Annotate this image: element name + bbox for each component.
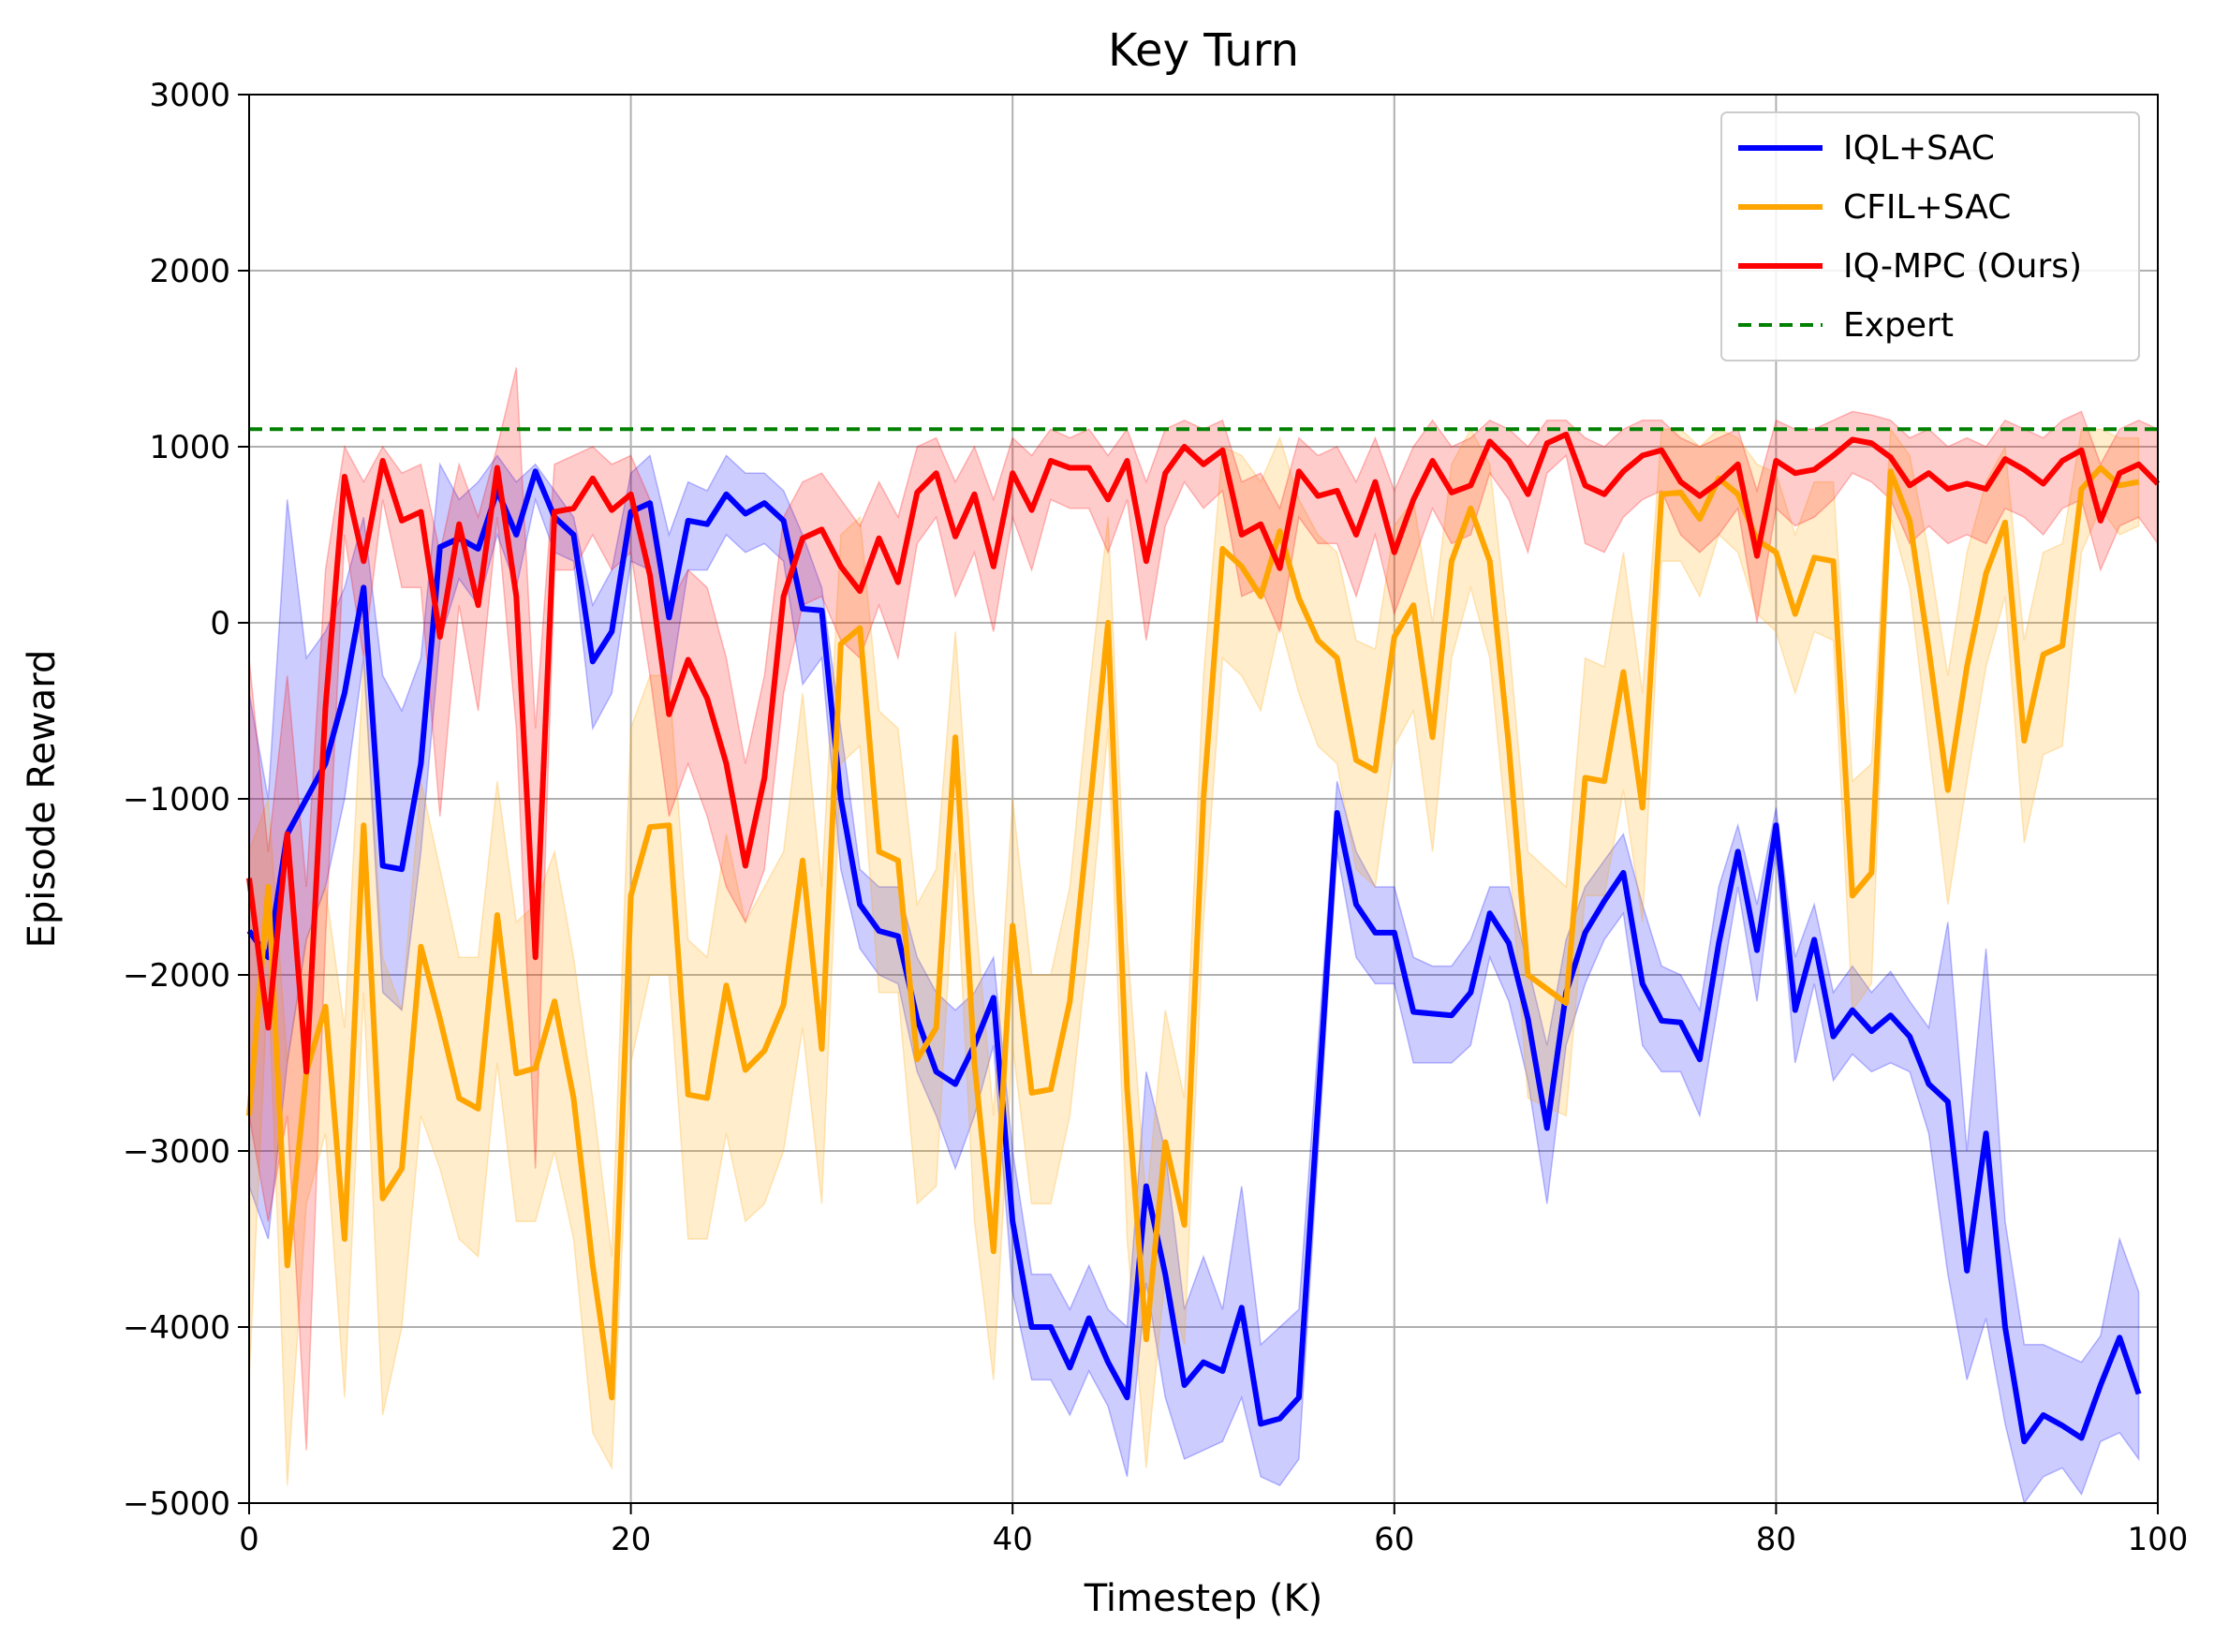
x-tick-label: 100	[2128, 1521, 2189, 1558]
cfil-sac-line	[246, 465, 2140, 1401]
iq-mpc-ours-line	[246, 431, 2161, 1075]
x-tick-label: 40	[993, 1521, 1033, 1558]
y-tick-label: −2000	[123, 957, 230, 995]
chart-title: Key Turn	[1108, 24, 1299, 77]
y-tick-label: 2000	[149, 253, 230, 290]
iql-sac-line	[246, 468, 2142, 1445]
legend-items: IQL+SAC CFIL+SAC IQ-MPC (Ours) Expert	[1738, 129, 2082, 345]
legend-label: IQ-MPC (Ours)	[1843, 247, 2082, 286]
x-axis-label: Timestep (K)	[1084, 1577, 1323, 1620]
x-tick-label: 20	[611, 1521, 651, 1558]
legend-label: Expert	[1843, 306, 1954, 345]
y-axis-label: Episode Reward	[21, 650, 64, 949]
legend-label: IQL+SAC	[1843, 129, 1995, 168]
y-tick-label: 1000	[149, 429, 230, 466]
y-tick-label: 3000	[149, 77, 230, 114]
y-tick-label: −3000	[123, 1133, 230, 1171]
y-tick-label: −1000	[123, 781, 230, 819]
y-tick-label: −4000	[123, 1309, 230, 1347]
y-tick-label: −5000	[123, 1485, 230, 1523]
legend-label: CFIL+SAC	[1843, 188, 2011, 227]
x-tick-label: 80	[1756, 1521, 1796, 1558]
legend-item-iq-mpc-ours: IQ-MPC (Ours)	[1738, 247, 2082, 286]
x-tick-label: 0	[239, 1521, 259, 1558]
legend-box	[1720, 111, 2140, 361]
axis-ticks: 0 20 40 60 80 100 −5000 −4000 −3000 −2000 −1000 0 10…	[123, 77, 2188, 1558]
legend: IQL+SAC CFIL+SAC IQ-MPC (Ours) Expert	[1720, 111, 2140, 361]
legend-item-expert: Expert	[1738, 306, 1954, 345]
legend-item-cfil-sac: CFIL+SAC	[1738, 188, 2011, 227]
x-tick-label: 60	[1374, 1521, 1414, 1558]
legend-item-iql-sac: IQL+SAC	[1738, 129, 1995, 168]
y-tick-label: 0	[210, 605, 230, 642]
series-lines	[246, 427, 2161, 1445]
